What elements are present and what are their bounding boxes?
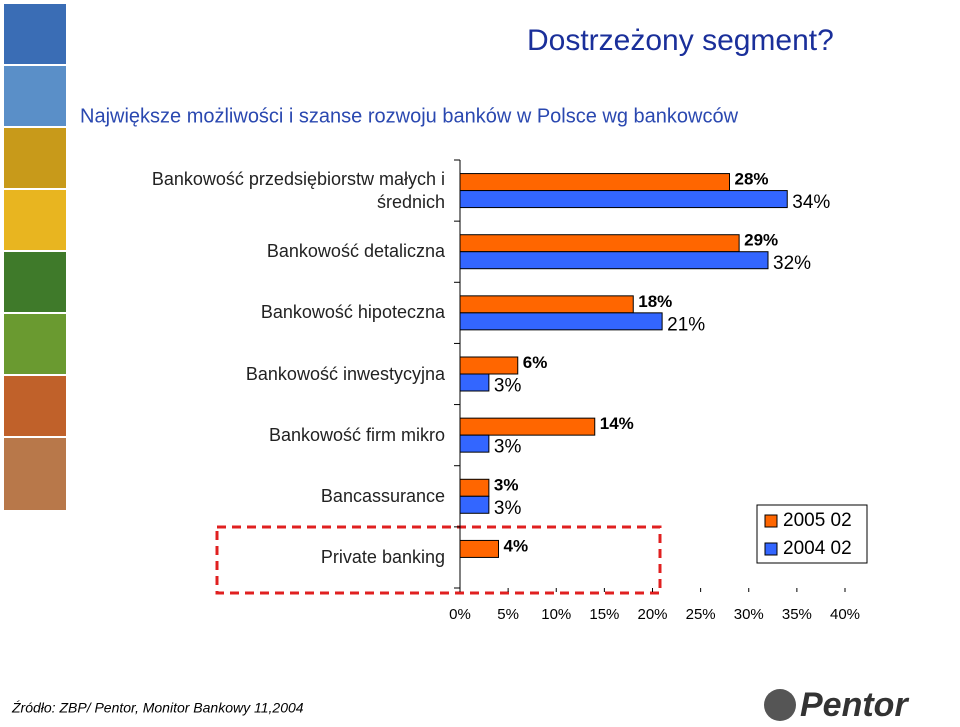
category-label: Bankowość firm mikro: [268, 424, 445, 445]
value-label: 29%: [744, 231, 778, 250]
bar: [459, 539, 499, 558]
x-tick-label: 5%: [497, 606, 519, 623]
bar: [459, 251, 769, 270]
x-tick-label: 30%: [734, 606, 764, 623]
bar: [459, 373, 490, 392]
bar: [459, 312, 663, 331]
value-label: 14%: [600, 414, 634, 433]
bar: [459, 173, 730, 192]
bar: [459, 234, 740, 253]
category-label: Bankowość detaliczna: [266, 241, 445, 262]
value-label: 28%: [735, 170, 769, 189]
category-label: Bankowość hipoteczna: [260, 302, 445, 323]
slide-title: Dostrzeżony segment?: [527, 24, 834, 57]
x-tick-label: 40%: [830, 606, 860, 623]
bar: [459, 495, 490, 514]
value-label: 21%: [667, 314, 705, 335]
category-label: Private banking: [320, 546, 445, 567]
source: Źródło: ZBP/ Pentor, Monitor Bankowy 11,…: [11, 700, 304, 716]
legend-swatch: [764, 542, 778, 556]
value-label: 4%: [504, 536, 529, 555]
bar: [459, 190, 788, 209]
category-label: Bancassurance: [320, 485, 445, 506]
logo: Pentor: [800, 686, 909, 724]
logo-mark: [764, 689, 796, 721]
x-tick-label: 10%: [541, 606, 571, 623]
x-tick-label: 20%: [637, 606, 667, 623]
bar: [459, 417, 596, 436]
value-label: 32%: [773, 253, 811, 274]
x-tick-label: 15%: [589, 606, 619, 623]
legend-swatch: [764, 514, 778, 528]
subtitle: Największe możliwości i szanse rozwoju b…: [80, 105, 739, 127]
value-label: 34%: [792, 192, 830, 213]
value-label: 3%: [494, 475, 519, 494]
bar: [459, 295, 634, 314]
bar: [459, 478, 490, 497]
x-tick-label: 35%: [782, 606, 812, 623]
value-label: 3%: [494, 437, 522, 458]
photo-strip: [4, 4, 66, 510]
legend-label: 2005 02: [783, 510, 852, 531]
value-label: 3%: [494, 376, 522, 397]
value-label: 3%: [494, 498, 522, 519]
x-tick-label: 25%: [686, 606, 716, 623]
legend-label: 2004 02: [783, 538, 852, 559]
bar: [459, 434, 490, 453]
bar: [459, 356, 519, 375]
value-label: 18%: [638, 292, 672, 311]
value-label: 6%: [523, 353, 548, 372]
x-tick-label: 0%: [449, 606, 471, 623]
category-label: Bankowość inwestycyjna: [245, 363, 445, 384]
category-label: Bankowość przedsiębiorstw małych i średn…: [151, 168, 445, 212]
